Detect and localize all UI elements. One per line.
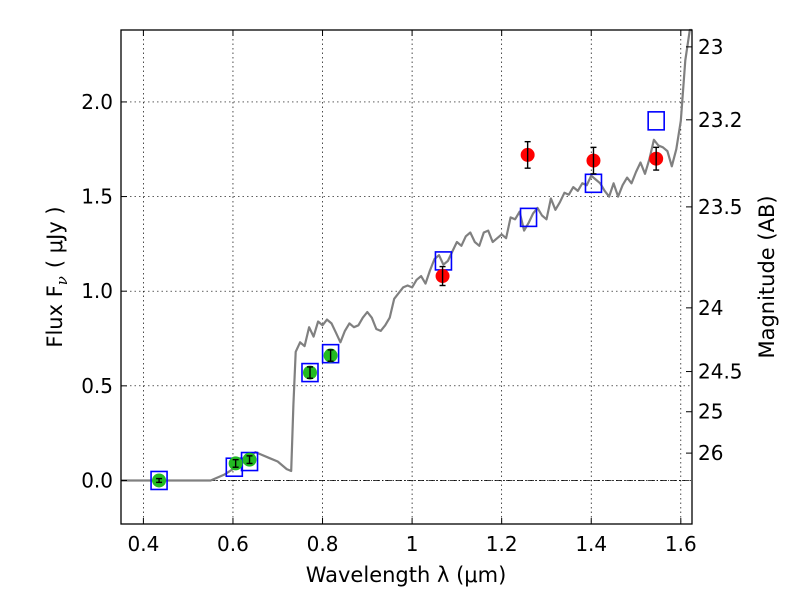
model-flux-box xyxy=(519,207,538,228)
model-spectrum xyxy=(121,28,692,482)
y-axis-label: Flux Fν ( μJy ) xyxy=(43,206,71,347)
x-tick-label: 1.2 xyxy=(486,532,518,556)
model-flux-box xyxy=(301,362,319,383)
model-flux-box xyxy=(321,343,340,364)
spectrum-line xyxy=(121,28,692,482)
y-axis-ticks: 0.0 0.5 1.0 1.5 2.0 xyxy=(81,90,127,492)
magnitude-tick-label: 25 xyxy=(698,400,723,424)
magnitude-axis-label: Magnitude (AB) xyxy=(755,195,779,358)
magnitude-tick-label: 24 xyxy=(698,296,723,320)
y-axis-label-unit: ( μJy ) xyxy=(43,206,67,268)
svg-text:Flux Fν( μJy ): Flux Fν ( μJy ) xyxy=(43,206,71,347)
x-axis-ticks: 0.4 0.6 0.8 1 1.2 1.4 1.6 xyxy=(127,30,697,556)
measured-points xyxy=(152,140,664,488)
gridlines xyxy=(121,30,692,524)
magnitude-axis-ticks: 23 23.2 23.5 24 24.5 25 26 xyxy=(686,35,743,465)
y-tick-label: 2.0 xyxy=(81,90,113,114)
x-tick-label: 1.6 xyxy=(665,532,697,556)
magnitude-tick-label: 23 xyxy=(698,35,723,59)
y-axis-label-subscript: ν xyxy=(53,276,71,285)
magnitude-tick-label: 23.5 xyxy=(698,195,743,219)
model-flux-box xyxy=(647,111,665,131)
y-tick-label: 1.5 xyxy=(81,185,113,209)
magnitude-tick-label: 24.5 xyxy=(698,360,743,384)
x-tick-label: 0.4 xyxy=(127,532,159,556)
y-tick-label: 0.5 xyxy=(81,374,113,398)
y-tick-label: 0.0 xyxy=(81,468,113,492)
y-axis-label-text: Flux F xyxy=(43,285,67,347)
model-flux-box xyxy=(150,470,168,491)
x-axis-label: Wavelength λ (μm) xyxy=(306,563,507,587)
x-tick-label: 1.4 xyxy=(575,532,607,556)
x-tick-label: 0.8 xyxy=(307,532,339,556)
y-tick-label: 1.0 xyxy=(81,279,113,303)
plot-frame xyxy=(120,29,693,525)
magnitude-tick-label: 23.2 xyxy=(698,108,743,132)
model-boxes xyxy=(150,111,665,491)
magnitude-tick-label: 26 xyxy=(698,441,723,465)
x-tick-label: 0.6 xyxy=(217,532,249,556)
x-tick-label: 1 xyxy=(406,532,419,556)
